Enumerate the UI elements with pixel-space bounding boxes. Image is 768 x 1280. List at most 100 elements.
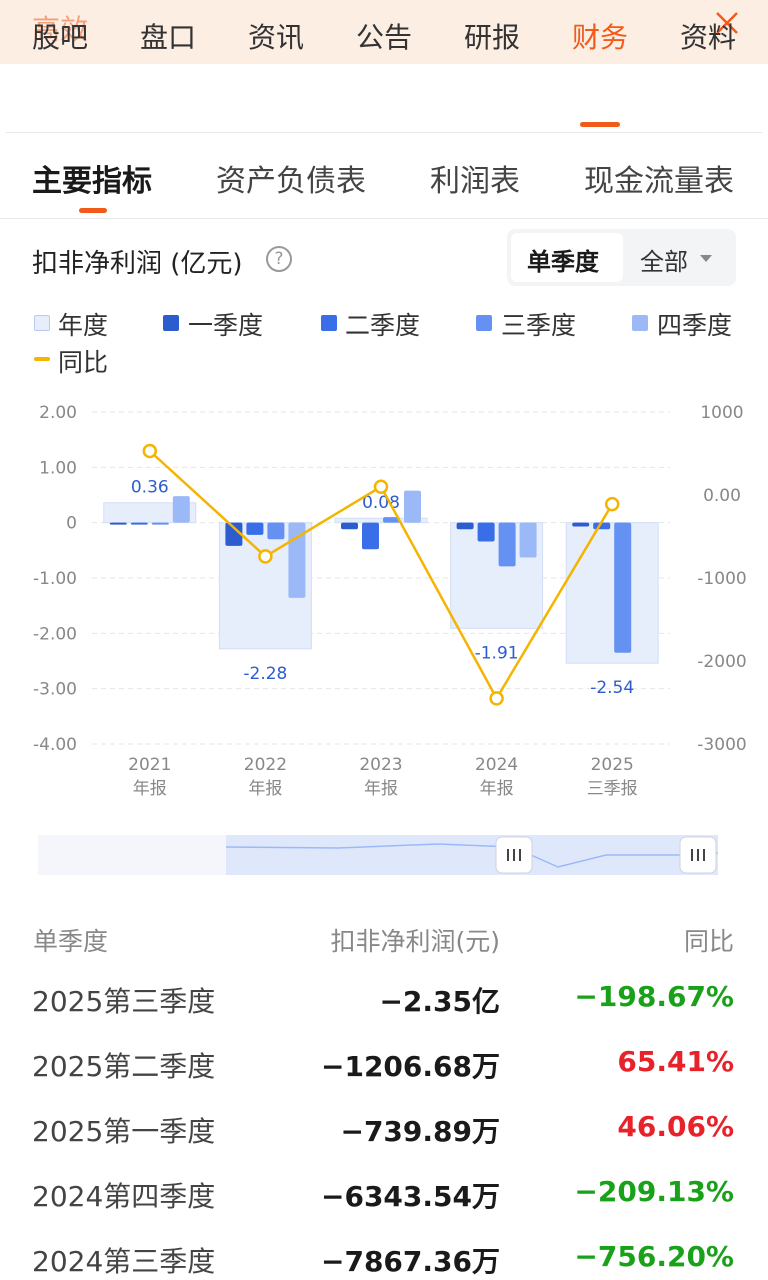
subtab-cash-flow[interactable]: 现金流量表 <box>584 164 734 199</box>
x-tick-label: 年报 <box>364 779 398 799</box>
y-left-tick-label: 0 <box>66 514 77 534</box>
legend-swatch-q4 <box>632 315 648 331</box>
subtab-income-statement[interactable]: 利润表 <box>430 164 520 199</box>
y-left-tick-label: -1.00 <box>33 569 77 589</box>
quarter-bar <box>130 522 148 525</box>
annual-data-label: 0.36 <box>131 478 169 498</box>
row-period: 2025第三季度 <box>32 985 216 1018</box>
legend-q4[interactable]: 四季度 <box>657 311 733 340</box>
legend-q3[interactable]: 三季度 <box>501 311 577 340</box>
quarter-bar <box>477 522 495 542</box>
x-tick-label: 年报 <box>480 779 514 799</box>
quarter-bar <box>498 522 516 567</box>
quarter-bar <box>404 490 421 523</box>
y-right-tick-label: -3000 <box>697 735 746 755</box>
row-value: −6343.54万 <box>321 1180 500 1213</box>
range-slider[interactable] <box>38 835 718 875</box>
x-tick-label: 2022 <box>244 755 287 775</box>
tab-news[interactable]: 资讯 <box>248 21 305 54</box>
x-tick-label: 2021 <box>128 755 171 775</box>
range-dropdown[interactable]: 全部 <box>640 248 688 276</box>
tab-profile[interactable]: 资料 <box>680 21 737 54</box>
help-icon[interactable]: ? <box>266 246 292 272</box>
close-icon[interactable] <box>714 10 740 36</box>
legend-q1[interactable]: 一季度 <box>188 311 264 340</box>
tab-announcements[interactable]: 公告 <box>356 21 413 54</box>
x-tick-label: 三季报 <box>587 779 638 799</box>
tab-finance[interactable]: 财务 <box>572 21 629 54</box>
row-value: −2.35亿 <box>379 985 500 1018</box>
x-tick-label: 2024 <box>475 755 518 775</box>
slider-handle-left[interactable] <box>495 836 533 874</box>
legend-swatch-q2 <box>321 315 337 331</box>
quarter-bar <box>614 522 632 653</box>
banner-text: 高效 <box>32 13 89 46</box>
divider <box>6 132 762 133</box>
slider-handle-right[interactable] <box>679 836 717 874</box>
metric-title: 扣非净利润 (亿元) <box>32 249 243 279</box>
period-toggle-active-bg <box>511 233 623 282</box>
profit-chart: 2.00 1.00 0 -1.00 -2.00 -3.00 -4.00 1000 0.00 -10… <box>33 403 747 799</box>
row-yoy: −209.13% <box>574 1175 734 1208</box>
x-tick-label: 2023 <box>359 755 402 775</box>
y-right-tick-label: -1000 <box>697 569 746 589</box>
yoy-point <box>373 479 389 494</box>
quarter-bar <box>519 522 537 558</box>
x-tick-label: 年报 <box>133 779 167 799</box>
quarter-bar <box>341 522 358 530</box>
annual-bar <box>334 517 428 524</box>
annual-data-label: -1.91 <box>475 643 519 663</box>
annual-bar <box>450 522 544 629</box>
active-tab-indicator <box>580 122 620 127</box>
active-subtab-indicator <box>79 208 107 213</box>
promo-banner: 高效 <box>0 0 768 64</box>
y-left-tick-label: -3.00 <box>33 680 77 700</box>
quarter-bar <box>151 522 169 525</box>
tab-pankou[interactable]: 盘口 <box>140 21 197 54</box>
quarter-bar <box>246 522 264 535</box>
y-right-tick-label: -2000 <box>697 652 746 672</box>
row-period: 2025第二季度 <box>32 1050 216 1083</box>
quarter-bar <box>362 522 379 550</box>
table-header-value: 扣非净利润(元) <box>330 927 500 956</box>
annual-bar <box>565 522 659 664</box>
row-value: −1206.68万 <box>321 1050 500 1083</box>
row-value: −7867.36万 <box>321 1245 500 1278</box>
row-period: 2024第三季度 <box>32 1245 216 1278</box>
tab-research[interactable]: 研报 <box>464 21 521 54</box>
annual-data-label: -2.28 <box>243 664 287 684</box>
tab-guba[interactable]: 股吧 <box>32 21 89 54</box>
y-left-tick-label: 1.00 <box>39 458 77 478</box>
row-yoy: −198.67% <box>574 980 734 1013</box>
table-header-period: 单季度 <box>33 927 109 956</box>
chevron-down-icon <box>700 255 712 262</box>
legend-swatch-annual <box>34 315 50 331</box>
legend-swatch-q3 <box>476 315 492 331</box>
row-period: 2024第四季度 <box>32 1180 216 1213</box>
subtab-balance-sheet[interactable]: 资产负债表 <box>216 164 366 199</box>
single-quarter-button[interactable]: 单季度 <box>527 248 599 276</box>
yoy-point <box>604 496 620 512</box>
table-header-yoy: 同比 <box>683 927 734 956</box>
row-period: 2025第一季度 <box>32 1115 216 1148</box>
yoy-point <box>489 691 504 706</box>
quarter-bar <box>172 496 190 523</box>
y-right-tick-label: 1000 <box>700 403 743 423</box>
quarter-bar <box>572 522 590 527</box>
legend-q2[interactable]: 二季度 <box>345 311 421 340</box>
row-yoy: 65.41% <box>617 1045 734 1078</box>
legend-swatch-yoy <box>34 357 50 361</box>
legend-annual[interactable]: 年度 <box>58 311 109 340</box>
y-right-tick-label: 0.00 <box>703 486 741 506</box>
row-yoy: 46.06% <box>617 1110 734 1143</box>
quarter-bar <box>288 522 306 598</box>
legend-yoy[interactable]: 同比 <box>58 348 109 377</box>
quarter-bar <box>456 522 474 530</box>
slider-preview-line <box>225 843 718 868</box>
row-yoy: −756.20% <box>574 1240 734 1273</box>
annual-data-label: -2.54 <box>590 678 634 698</box>
quarter-bar <box>109 522 127 525</box>
subtab-key-metrics[interactable]: 主要指标 <box>32 164 152 199</box>
x-tick-label: 年报 <box>248 779 282 799</box>
divider <box>0 218 768 219</box>
